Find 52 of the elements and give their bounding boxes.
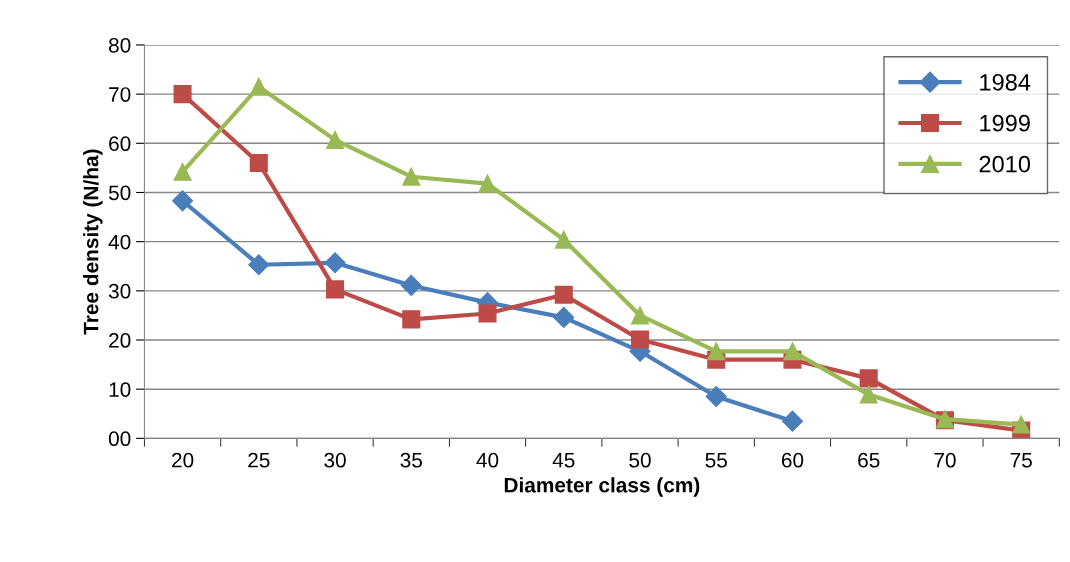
x-tick-label: 70 (934, 452, 956, 468)
point (402, 167, 421, 186)
point (1012, 415, 1031, 434)
x-tick-label: 40 (476, 452, 499, 468)
x-tick-label: 30 (324, 452, 346, 468)
point (781, 410, 803, 432)
x-tick-label: 65 (858, 452, 880, 468)
x-tick-label: 60 (781, 452, 804, 468)
y-tick-label: 00 (108, 431, 131, 447)
y-tick-label: 30 (108, 283, 131, 299)
x-tick-label: 55 (705, 453, 727, 468)
point (707, 342, 726, 361)
y-tick-label: 50 (108, 185, 131, 201)
point (553, 306, 575, 328)
y-tick-label: 40 (108, 234, 131, 250)
point (326, 280, 345, 299)
legend-label: 1999 (980, 114, 1030, 132)
y-axis-title: Tree density (N/ha) (83, 149, 103, 335)
point (402, 310, 421, 329)
point (249, 77, 268, 96)
point (478, 174, 497, 193)
point (478, 304, 497, 323)
x-tick-label: 75 (1010, 453, 1032, 468)
x-tick-label: 45 (552, 453, 575, 468)
point (400, 274, 422, 296)
point (324, 252, 346, 274)
x-tick-label: 25 (248, 452, 270, 468)
point (326, 130, 345, 149)
point (783, 342, 802, 361)
point (172, 190, 194, 212)
y-tick-label: 60 (109, 136, 131, 152)
y-tick-label: 10 (109, 382, 131, 397)
y-tick-label: 80 (108, 37, 131, 53)
x-tick-label: 35 (400, 452, 422, 468)
point (248, 254, 270, 276)
point (173, 162, 192, 181)
point (554, 285, 573, 304)
x-axis-title: Diameter class (cm) (504, 477, 700, 497)
point (859, 385, 878, 404)
legend-label: 1984 (980, 73, 1031, 91)
x-tick-label: 20 (172, 452, 194, 468)
x-tick-label: 50 (629, 452, 651, 468)
point (554, 230, 573, 249)
y-tick-label: 70 (109, 87, 131, 102)
point (630, 306, 650, 325)
point (705, 386, 727, 408)
point (859, 369, 878, 388)
legend-label: 2010 (979, 155, 1031, 173)
point (249, 153, 268, 173)
point (173, 85, 192, 104)
y-tick-label: 20 (109, 333, 131, 348)
point (630, 330, 650, 349)
